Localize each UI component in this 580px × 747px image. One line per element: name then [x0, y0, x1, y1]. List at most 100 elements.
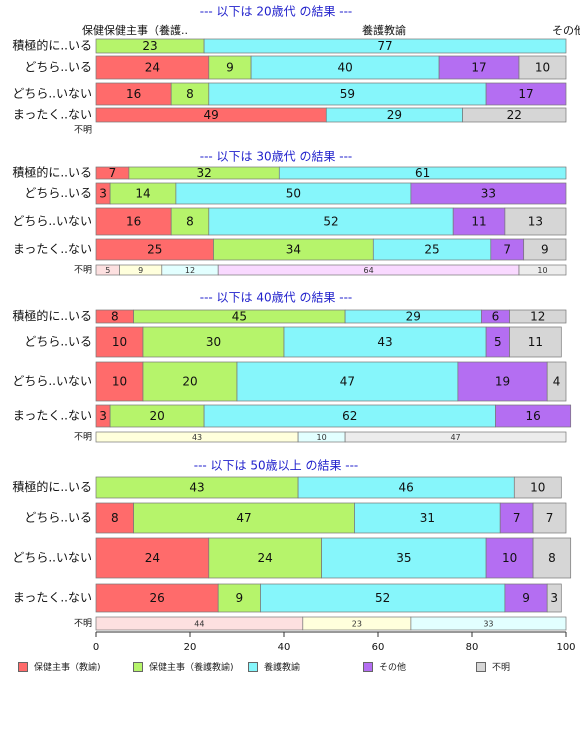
data-label: 20	[182, 375, 197, 389]
bar-segment	[95, 326, 144, 358]
data-label: 32	[196, 166, 211, 180]
legend-swatch	[476, 661, 486, 672]
data-label: 24	[258, 551, 273, 565]
bar-segment	[95, 502, 134, 534]
bar-segment	[142, 361, 238, 402]
data-label: 4	[553, 375, 561, 389]
data-label: 9	[541, 243, 549, 257]
row-label: 積極的に..いる	[12, 38, 92, 53]
panel-title: --- 以下は 20歳代 の結果 ---	[200, 5, 353, 19]
bar-segment	[518, 264, 567, 276]
row-label: どちら..いない	[12, 214, 92, 228]
data-label: 43	[192, 433, 202, 442]
data-label: 12	[185, 266, 195, 275]
bar-segment	[410, 182, 567, 205]
bar-segment	[485, 82, 567, 106]
data-label: 52	[323, 215, 338, 229]
data-label: 29	[387, 108, 402, 122]
data-label: 10	[112, 375, 127, 389]
panel-title: --- 以下は 40歳代 の結果 ---	[200, 291, 353, 305]
bar-segment	[95, 583, 219, 613]
bar-segment	[499, 502, 534, 534]
data-label: 16	[525, 409, 540, 423]
bar-segment	[142, 326, 285, 358]
row-label: どちら..いない	[12, 374, 92, 388]
data-label: 44	[194, 620, 204, 629]
x-tick-label: 80	[466, 642, 479, 653]
panel-title: --- 以下は 30歳代 の結果 ---	[200, 150, 353, 164]
bar-segment	[485, 537, 534, 579]
row-label: どちら..いる	[24, 186, 92, 200]
bar-segment	[354, 502, 501, 534]
panel-title: --- 以下は 50歳以上 の結果 ---	[194, 459, 359, 473]
legend-swatch	[133, 661, 143, 672]
data-label: 34	[286, 243, 301, 257]
data-label: 59	[340, 87, 355, 101]
bar-segment	[452, 207, 506, 236]
row-label: まったく..ない	[13, 591, 92, 605]
legend-item-yogo-health: 保健主事（養護教諭)	[133, 660, 234, 673]
row-label: 不明	[74, 618, 92, 629]
bar-segment	[546, 583, 562, 613]
bar-segment	[518, 55, 567, 80]
legend: 保健主事（教諭) 保健主事（養護教諭) 養護教諭 その他 不明	[18, 660, 578, 674]
legend-item-yogo: 養護教諭	[248, 660, 300, 673]
data-label: 7	[503, 243, 511, 257]
data-label: 43	[377, 335, 392, 349]
data-label: 14	[135, 187, 150, 201]
data-label: 23	[142, 39, 157, 53]
data-label: 3	[550, 591, 558, 605]
data-label: 10	[530, 481, 545, 495]
data-label: 52	[375, 591, 390, 605]
data-label: 29	[406, 310, 421, 324]
bar-segment	[495, 404, 572, 428]
data-label: 33	[483, 620, 493, 629]
data-label: 8	[186, 215, 194, 229]
legend-label: 不明	[492, 663, 511, 673]
data-label: 25	[147, 243, 162, 257]
data-label: 9	[138, 266, 143, 275]
bar-segment	[546, 361, 567, 402]
data-label: 6	[492, 310, 500, 324]
top-label: 保健保健主事（養護..	[82, 23, 188, 37]
row-label: どちら..いる	[24, 511, 92, 525]
bar-segment	[523, 238, 567, 261]
data-label: 19	[495, 375, 510, 389]
top-label: 養護教諭	[362, 23, 406, 37]
bar-segment	[344, 431, 567, 443]
data-label: 61	[415, 166, 430, 180]
x-tick-label: 20	[184, 642, 197, 653]
data-label: 3	[99, 187, 107, 201]
legend-item-other: その他	[363, 660, 406, 673]
x-tick-label: 0	[93, 642, 99, 653]
bar-segment	[504, 207, 567, 236]
legend-label: 養護教諭	[264, 663, 301, 673]
legend-swatch	[363, 661, 373, 672]
x-tick-label: 60	[372, 642, 385, 653]
legend-item-teacher: 保健主事（教諭)	[18, 660, 101, 673]
bar-segment	[208, 207, 454, 236]
bar-segment	[170, 207, 210, 236]
row-label: 不明	[74, 432, 92, 443]
data-label: 12	[530, 310, 545, 324]
row-label: どちら..いない	[12, 87, 92, 101]
bar-segment	[462, 107, 567, 123]
data-label: 5	[494, 335, 502, 349]
data-label: 10	[535, 61, 550, 75]
data-label: 25	[424, 243, 439, 257]
data-label: 16	[126, 215, 141, 229]
bar-segment	[532, 537, 572, 579]
data-label: 50	[286, 187, 301, 201]
data-label: 5	[105, 266, 110, 275]
data-label: 16	[126, 87, 141, 101]
row-label: まったく..ない	[13, 409, 92, 423]
data-label: 9	[522, 591, 530, 605]
bar-segment	[532, 502, 567, 534]
row-label: まったく..ない	[13, 108, 92, 122]
data-label: 46	[399, 481, 414, 495]
row-label: 積極的に..いる	[12, 308, 92, 323]
row-label: 積極的に..いる	[12, 479, 92, 494]
data-label: 11	[471, 215, 486, 229]
data-label: 45	[232, 310, 247, 324]
